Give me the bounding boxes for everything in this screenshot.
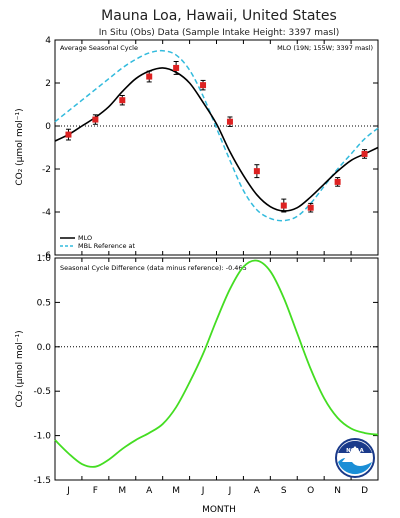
mlo-series-line <box>54 67 379 212</box>
top-y-axis-label: CO₂ (μmol mol⁻¹) <box>15 108 25 185</box>
top-y-tick-label: 4 <box>45 36 51 46</box>
top-y-tick-label: 2 <box>45 79 51 89</box>
legend-reference-label: MBL Reference at <box>78 242 136 250</box>
bottom-y-tick-label: -1.5 <box>33 476 51 486</box>
data-point-marker <box>173 64 180 71</box>
x-tick-label-10: N <box>334 486 341 496</box>
difference-series-line <box>54 259 379 468</box>
data-point-marker <box>280 202 287 209</box>
bottom-y-tick-label: 1.0 <box>37 254 52 264</box>
x-axis-label: MONTH <box>202 505 236 515</box>
bottom-y-axis-label: CO₂ (μmol mol⁻¹) <box>15 330 25 407</box>
top-y-tick-label: -6 <box>42 251 51 261</box>
x-tick-label-2: M <box>118 486 126 496</box>
x-tick-label-8: S <box>281 486 287 496</box>
top-panel-frame <box>54 39 379 256</box>
data-point-marker <box>65 131 72 138</box>
data-point-marker <box>226 118 233 125</box>
top-y-tick-label: -4 <box>42 208 51 218</box>
bottom-panel-frame <box>54 257 379 481</box>
data-point-marker <box>92 116 99 123</box>
x-tick-label-6: J <box>228 486 232 496</box>
x-tick-label-1: F <box>93 486 98 496</box>
top-y-tick-label: -2 <box>42 165 51 175</box>
top-panel-label-left: Average Seasonal Cycle <box>60 44 138 52</box>
top-panel-plot: -6 -4 -2 0 2 4 <box>42 36 379 261</box>
bottom-y-tick-label: -1.0 <box>33 432 51 442</box>
data-point-marker <box>334 178 341 185</box>
x-tick-label-11: D <box>361 486 368 496</box>
x-tick-label-0: J <box>66 486 70 496</box>
legend-mlo-label: MLO <box>78 234 92 242</box>
bottom-y-tick-label: 0.5 <box>37 298 51 308</box>
chart-title: Mauna Loa, Hawaii, United States <box>101 8 337 24</box>
x-tick-label-9: O <box>307 486 314 496</box>
chart-subtitle: In Situ (Obs) Data (Sample Intake Height… <box>99 28 339 38</box>
reference-series-line <box>54 49 379 222</box>
top-y-tick-label: 0 <box>45 122 51 132</box>
noaa-logo: NOAA <box>335 438 375 478</box>
data-point-marker <box>307 204 314 211</box>
x-tick-label-3: A <box>146 486 153 496</box>
x-tick-label-5: J <box>201 486 205 496</box>
bottom-panel-plot: 1.0 0.5 0.0 -0.5 -1.0 -1.5 J F M A M J J A S O N D <box>33 254 379 496</box>
data-point-marker <box>361 150 368 157</box>
x-tick-label-4: M <box>172 486 180 496</box>
data-point-marker <box>119 97 126 104</box>
top-panel-label-right: MLO (19N; 155W; 3397 masl) <box>277 44 373 52</box>
data-point-marker <box>146 73 153 80</box>
bottom-y-tick-label: -0.5 <box>33 387 51 397</box>
data-point-marker <box>253 168 260 175</box>
bottom-panel-label-left: Seasonal Cycle Difference (data minus re… <box>60 264 247 272</box>
x-tick-label-7: A <box>254 486 261 496</box>
data-point-marker <box>200 82 207 89</box>
noaa-logo-text: NOAA <box>346 448 364 454</box>
bottom-y-tick-label: 0.0 <box>37 343 52 353</box>
